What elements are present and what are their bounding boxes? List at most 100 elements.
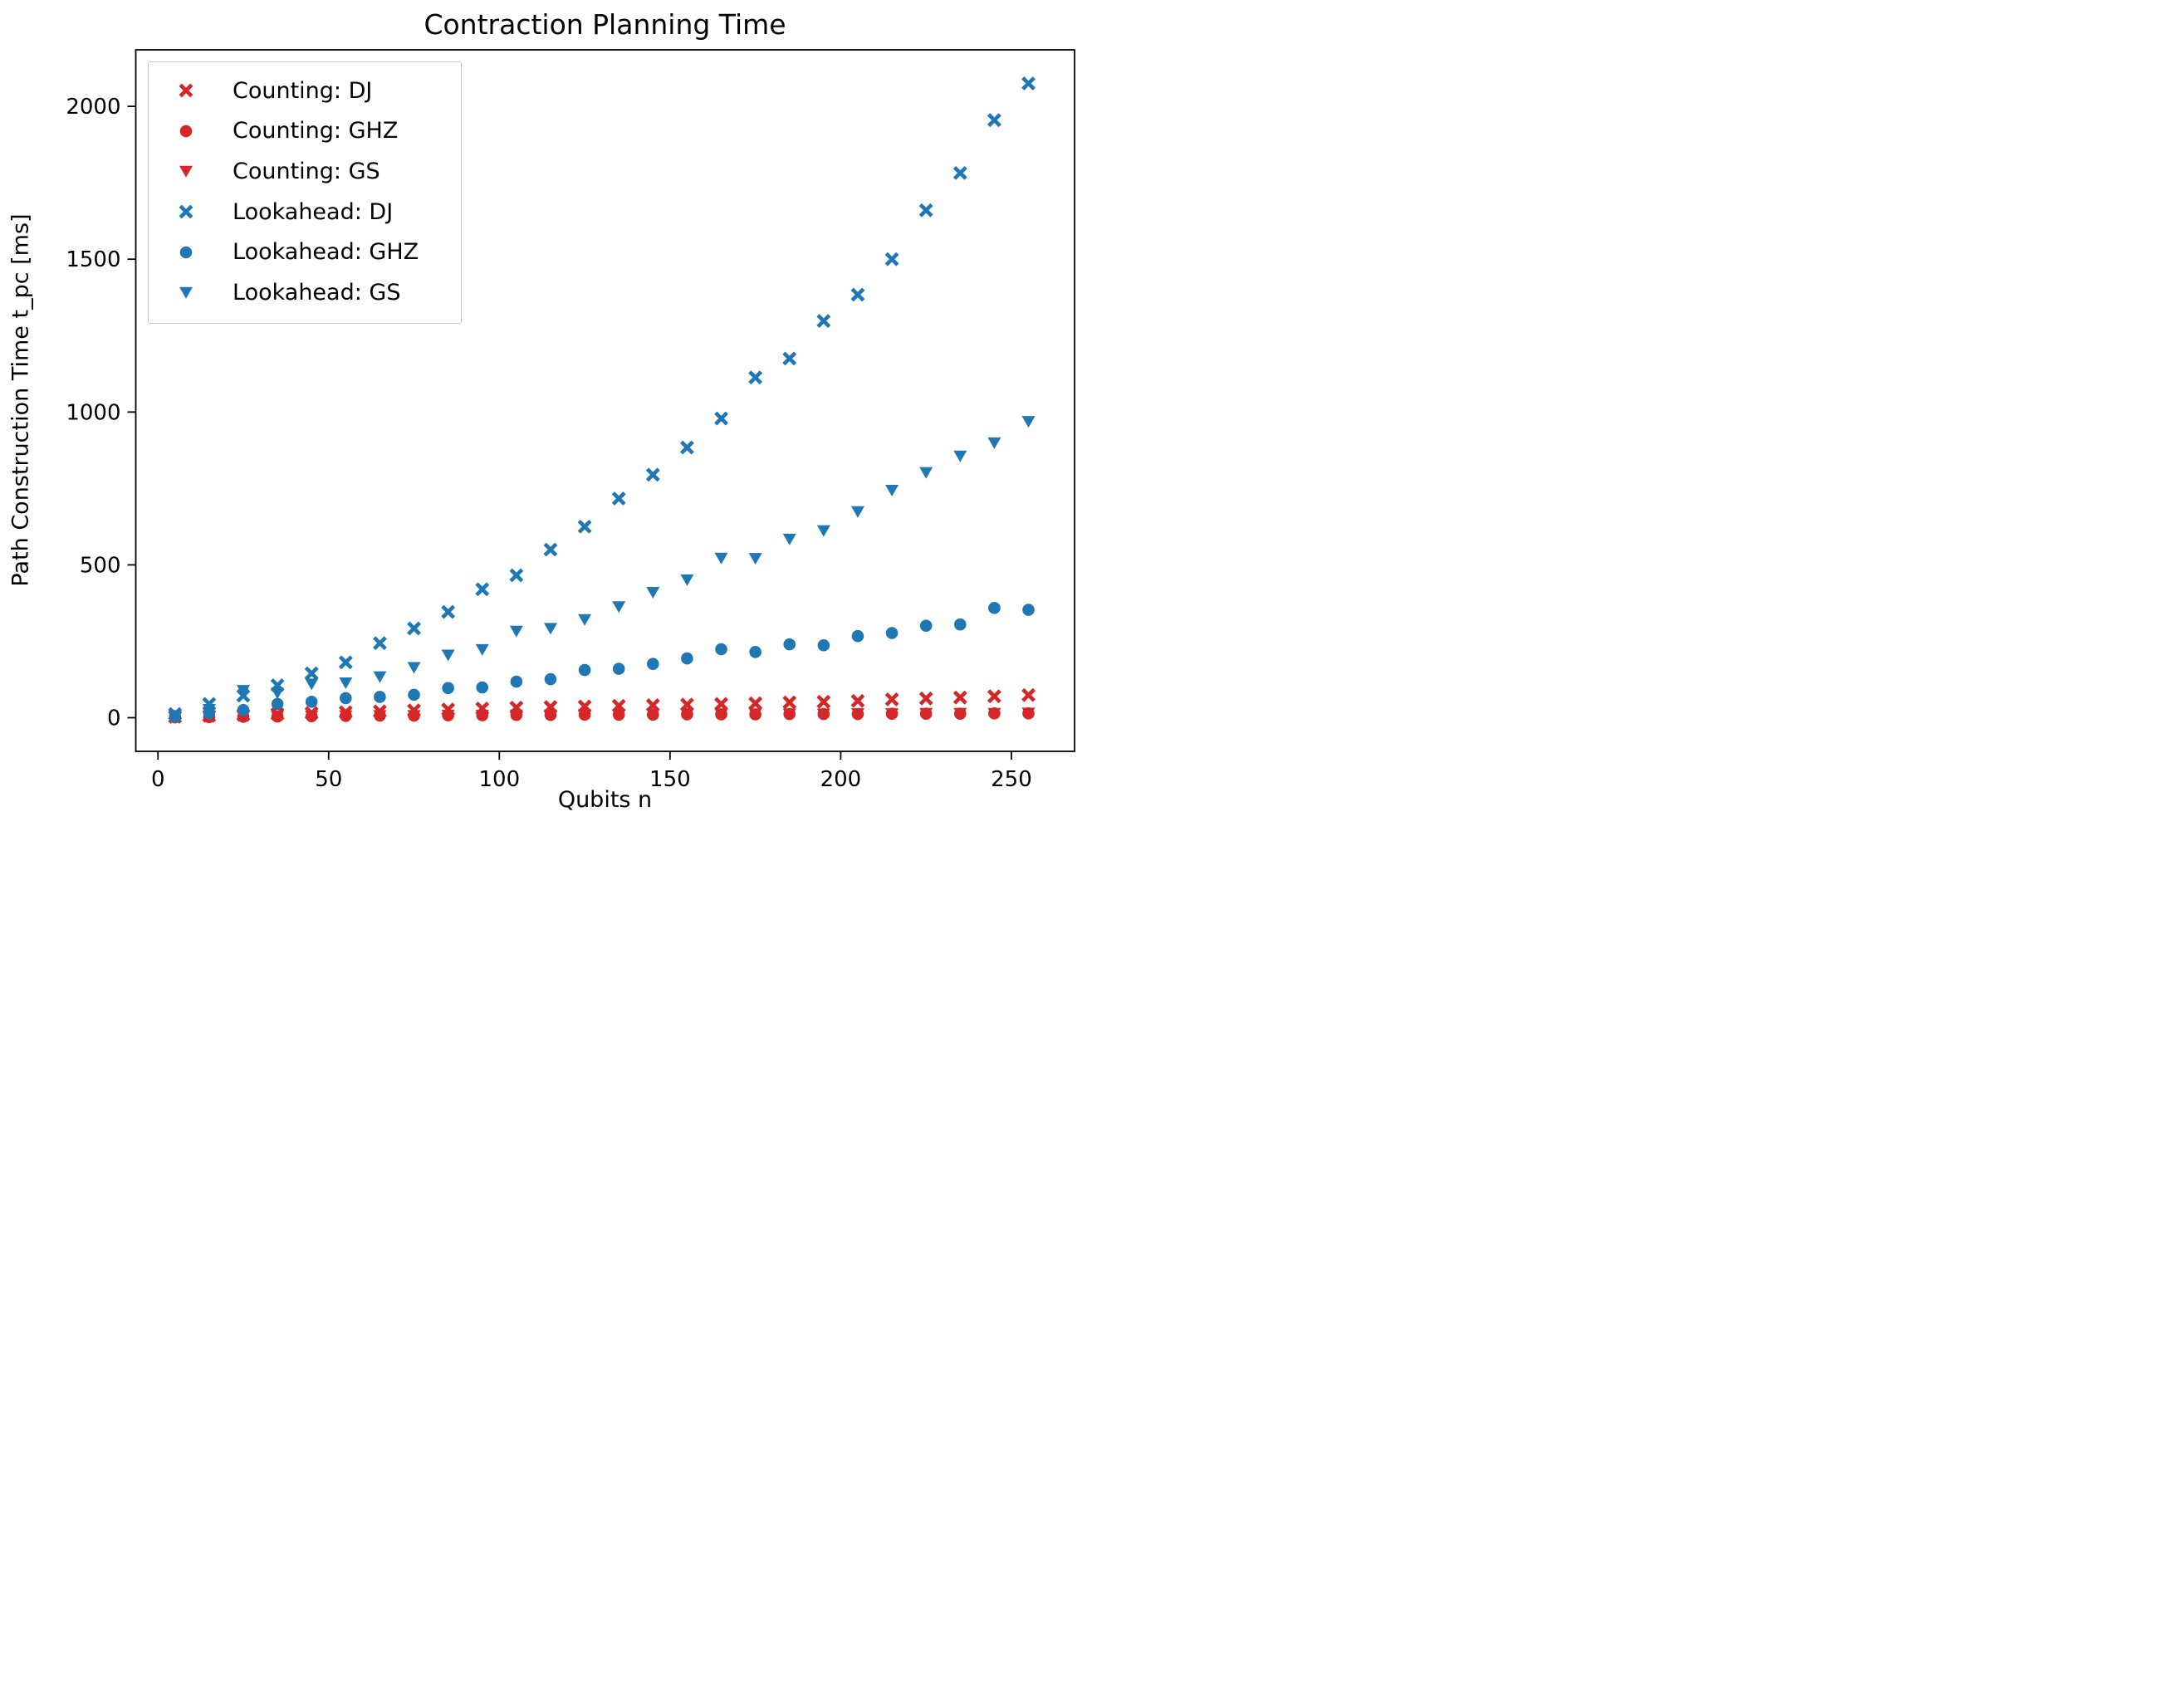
lookahead-dj-marker — [645, 467, 660, 482]
x-tick-label: 0 — [151, 767, 165, 792]
legend-label: Counting: GS — [233, 158, 380, 184]
lookahead-ghz-marker — [988, 602, 1001, 614]
lookahead-ghz-marker — [953, 618, 967, 631]
lookahead-dj-marker — [577, 519, 592, 534]
lookahead-ghz-marker — [476, 681, 489, 694]
lookahead-gs-marker — [782, 533, 796, 545]
lookahead-ghz-marker — [237, 703, 250, 716]
lookahead-dj-marker — [748, 370, 763, 385]
lookahead-ghz-marker — [919, 619, 933, 632]
lookahead-ghz-marker — [715, 643, 727, 656]
y-tick-label: 2000 — [66, 95, 120, 120]
lookahead-dj-marker — [782, 351, 797, 366]
lookahead-gs-marker — [202, 703, 216, 716]
counting-gs-marker — [339, 710, 353, 722]
plot-frame — [135, 49, 1075, 752]
lookahead-dj-marker — [987, 113, 1001, 128]
lookahead-gs-marker — [407, 662, 421, 674]
counting-gs-marker — [271, 711, 285, 723]
legend-item-lookahead-dj: Lookahead: DJ — [169, 192, 461, 232]
x-tick-label: 100 — [478, 767, 520, 792]
lookahead-gs-marker — [441, 649, 455, 662]
counting-gs-legend-marker-icon — [179, 166, 193, 178]
lookahead-dj-marker — [918, 203, 933, 218]
counting-gs-marker — [646, 708, 660, 721]
lookahead-dj-marker — [509, 568, 524, 583]
lookahead-gs-marker — [680, 574, 694, 586]
counting-dj-marker — [816, 694, 831, 709]
lookahead-ghz-marker — [374, 691, 386, 703]
counting-gs-marker — [305, 711, 319, 723]
x-tick-label: 250 — [991, 767, 1032, 792]
lookahead-ghz-marker — [408, 688, 420, 702]
lookahead-gs-marker — [236, 685, 250, 697]
legend-label: Counting: DJ — [233, 77, 373, 104]
lookahead-ghz-marker — [851, 629, 864, 643]
counting-dj-marker — [1021, 687, 1036, 702]
counting-gs-marker — [680, 708, 694, 721]
lookahead-dj-marker — [407, 621, 421, 636]
y-tick-label: 0 — [107, 706, 121, 731]
counting-gs-marker — [885, 708, 899, 721]
legend-item-counting-dj: Counting: DJ — [169, 71, 461, 111]
lookahead-ghz-marker — [783, 638, 796, 651]
lookahead-dj-marker — [816, 314, 831, 329]
lookahead-gs-marker — [373, 671, 387, 683]
x-tick-label: 150 — [649, 767, 691, 792]
counting-gs-marker — [816, 708, 830, 721]
counting-dj-marker — [884, 692, 899, 707]
lookahead-ghz-marker — [510, 675, 523, 688]
lookahead-ghz-marker — [817, 638, 830, 652]
legend-label: Lookahead: GS — [233, 279, 401, 306]
lookahead-ghz-marker — [647, 658, 659, 670]
counting-gs-marker — [509, 709, 523, 721]
counting-dj-marker — [850, 693, 865, 708]
lookahead-gs-marker — [987, 437, 1001, 449]
lookahead-gs-marker — [475, 643, 489, 656]
counting-gs-marker — [748, 708, 762, 721]
lookahead-ghz-marker — [749, 646, 761, 658]
counting-gs-legend-marker — [179, 166, 193, 178]
lookahead-gs-marker — [646, 586, 660, 599]
lookahead-gs-marker — [748, 553, 762, 565]
counting-gs-marker — [407, 710, 421, 722]
lookahead-gs-legend-marker — [179, 287, 193, 300]
lookahead-dj-marker — [679, 440, 694, 455]
lookahead-ghz-marker — [271, 697, 284, 711]
lookahead-dj-marker — [884, 252, 899, 266]
counting-gs-marker — [919, 707, 933, 720]
legend-item-lookahead-ghz: Lookahead: GHZ — [169, 232, 461, 272]
counting-dj-legend-marker-icon — [179, 83, 193, 98]
counting-dj-marker — [918, 691, 933, 706]
counting-dj-marker — [987, 689, 1001, 704]
x-tick-label: 50 — [315, 767, 342, 792]
counting-dj-marker — [952, 690, 967, 705]
lookahead-gs-marker — [919, 467, 933, 479]
lookahead-dj-marker — [338, 655, 353, 670]
lookahead-gs-marker — [953, 450, 967, 462]
counting-dj-marker — [748, 696, 763, 711]
lookahead-dj-marker — [611, 491, 626, 506]
lookahead-gs-marker — [168, 710, 182, 722]
lookahead-gs-marker — [714, 552, 728, 565]
lookahead-dj-legend-marker-icon — [179, 204, 193, 219]
lookahead-ghz-legend-marker-icon — [179, 246, 193, 258]
lookahead-gs-marker — [509, 625, 523, 638]
lookahead-dj-legend-marker — [179, 204, 193, 219]
legend-item-counting-ghz: Counting: GHZ — [169, 111, 461, 152]
counting-gs-marker — [612, 709, 626, 721]
counting-gs-marker — [578, 709, 592, 721]
legend-label: Lookahead: GHZ — [233, 239, 419, 266]
lookahead-ghz-marker — [612, 663, 625, 675]
counting-gs-marker — [373, 710, 387, 722]
lookahead-dj-marker — [952, 165, 967, 180]
lookahead-gs-marker — [1021, 416, 1036, 428]
y-tick-label: 500 — [80, 553, 121, 578]
lookahead-gs-marker — [271, 687, 285, 700]
lookahead-dj-marker — [714, 411, 728, 426]
legend-label: Lookahead: DJ — [233, 198, 394, 225]
counting-gs-marker — [441, 709, 455, 721]
lookahead-gs-marker — [816, 525, 830, 537]
counting-gs-marker — [714, 708, 728, 721]
lookahead-dj-marker — [1021, 76, 1036, 90]
